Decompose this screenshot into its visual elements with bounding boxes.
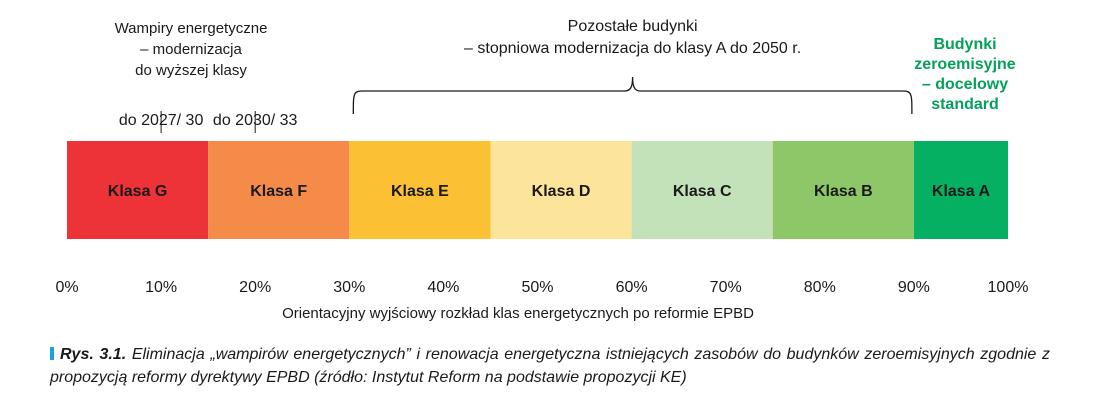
caption-marker <box>50 347 54 360</box>
x-tick-0: 0% <box>55 279 78 296</box>
annotation-deadline-f: do 2030/ 33 <box>213 112 298 129</box>
x-tick-9: 90% <box>898 279 930 296</box>
bar-segment-3 <box>490 141 632 239</box>
figure-caption: Rys. 3.1. Eliminacja „wampirów energetyc… <box>50 343 1050 389</box>
annotation-pozostale-line-0: Pozostałe budynki <box>568 18 698 35</box>
annotation-zero-line-0: Budynki <box>933 36 996 53</box>
annotation-wampiry-line-1: – modernizacja <box>140 41 242 58</box>
bar-label-1: Klasa F <box>250 183 307 200</box>
x-tick-6: 60% <box>616 279 648 296</box>
bar-label-4: Klasa C <box>673 183 732 200</box>
annotation-pozostale-line-1: – stopniowa modernizacja do klasy A do 2… <box>464 40 801 57</box>
caption-text: Eliminacja „wampirów energetycznych” i r… <box>50 346 1050 386</box>
annotation-zero-line-2: – docelowy <box>922 76 1008 93</box>
bar-segment-6 <box>913 141 1008 239</box>
bar-segment-4 <box>631 141 773 239</box>
bar-label-2: Klasa E <box>391 183 449 200</box>
x-tick-3: 30% <box>333 279 365 296</box>
bar-segment-5 <box>772 141 914 239</box>
annotation-deadline-g: do 2027/ 30 <box>119 112 204 129</box>
annotation-zero-line-1: zeroemisyjne <box>914 56 1015 73</box>
annotation-zero-line-3: standard <box>931 96 999 113</box>
x-tick-5: 50% <box>521 279 553 296</box>
energy-class-chart: Wampiry energetyczne – modernizacja do wyż… <box>55 18 1029 322</box>
bar-segment-1 <box>208 141 350 239</box>
annotation-wampiry-line-2: do wyższej klasy <box>135 62 247 79</box>
bar-label-5: Klasa B <box>814 183 873 200</box>
x-tick-1: 10% <box>145 279 177 296</box>
x-axis-label: Orientacyjny wyjściowy rozkład klas ener… <box>282 305 754 322</box>
bar-segment-0 <box>67 141 209 239</box>
bar-label-3: Klasa D <box>532 183 591 200</box>
annotation-wampiry-line-0: Wampiry energetyczne <box>115 20 268 37</box>
bar-label-6: Klasa A <box>932 183 991 200</box>
annotation-pozostale-brace <box>352 76 913 115</box>
bar-label-0: Klasa G <box>108 183 168 200</box>
x-tick-10: 100% <box>988 279 1029 296</box>
x-tick-4: 40% <box>427 279 459 296</box>
bar-segment-2 <box>349 141 491 239</box>
x-tick-8: 80% <box>804 279 836 296</box>
x-tick-2: 20% <box>239 279 271 296</box>
x-tick-7: 70% <box>710 279 742 296</box>
caption-label: Rys. 3.1. <box>60 346 127 363</box>
